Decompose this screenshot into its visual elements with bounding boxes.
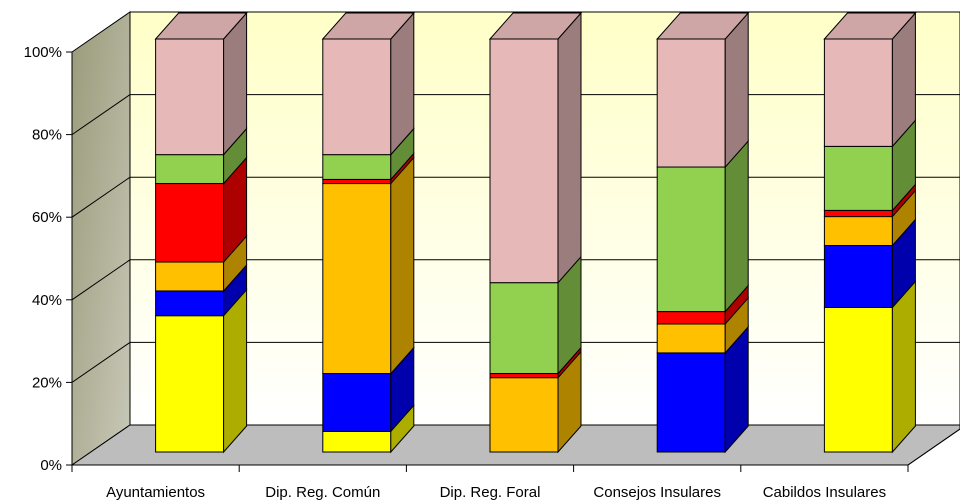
bar-front — [322, 154, 392, 180]
bar-side — [557, 11, 582, 284]
bar-side — [724, 139, 749, 313]
bar-segment — [322, 156, 415, 375]
bar-segment — [656, 325, 749, 454]
category-label: Ayuntamientos — [106, 484, 205, 501]
bar-front — [656, 311, 726, 325]
bar-segment — [155, 11, 248, 156]
bar-front — [489, 373, 559, 379]
bar-segment — [489, 255, 582, 375]
bar-segment — [489, 11, 582, 284]
bar-top — [488, 12, 583, 40]
bar-front — [489, 38, 559, 284]
bar-front — [823, 245, 893, 308]
bar-segment — [322, 404, 415, 454]
bar-stack — [823, 11, 917, 454]
bar-segment — [489, 346, 582, 379]
bars — [154, 11, 917, 454]
bar-stack — [656, 11, 750, 454]
y-tick-label: 0% — [40, 457, 62, 474]
bar-front — [656, 166, 726, 313]
bar-front — [823, 216, 893, 246]
y-tick-label: 20% — [32, 374, 62, 391]
bar-front — [823, 38, 893, 147]
category-label: Consejos Insulares — [593, 484, 721, 501]
bar-segment — [155, 234, 248, 293]
bar-side — [724, 11, 749, 169]
bar-segment — [322, 346, 415, 433]
bar-segment — [823, 189, 916, 247]
bar-front — [155, 183, 225, 263]
y-tick-label: 40% — [32, 292, 62, 309]
bar-stack — [321, 11, 415, 454]
bar-stack — [154, 11, 248, 454]
bar-front — [823, 306, 893, 453]
bar-front — [823, 209, 893, 218]
category-label: Cabildos Insulares — [763, 484, 886, 501]
bar-segment — [656, 139, 749, 313]
bar-top — [154, 12, 248, 40]
bar-front — [823, 145, 893, 211]
bar-front — [489, 282, 559, 375]
bar-front — [155, 290, 225, 317]
bar-front — [322, 373, 392, 432]
bar-segment — [823, 11, 916, 148]
bar-front — [155, 315, 225, 453]
bar-top — [823, 12, 917, 40]
y-tick-label: 80% — [32, 127, 62, 144]
bar-front — [656, 323, 726, 354]
bar-side — [390, 156, 415, 375]
bar-front — [489, 377, 559, 453]
bar-segment — [155, 127, 248, 185]
bar-front — [322, 430, 392, 453]
bar-segment — [155, 263, 248, 318]
y-tick-label: 60% — [32, 209, 62, 226]
side-wall — [71, 11, 131, 466]
bar-segment — [823, 280, 916, 454]
bar-segment — [656, 284, 749, 326]
category-axis: Ayuntamientos Dip. Reg. Común Dip. Reg. Fo… — [71, 428, 960, 501]
bar-top — [656, 12, 750, 40]
bar-segment — [322, 11, 415, 156]
y-tick-label: 100% — [24, 44, 62, 61]
bar-side — [891, 280, 916, 454]
category-label: Dip. Reg. Foral — [440, 484, 541, 501]
bar-front — [322, 38, 392, 156]
bar-front — [155, 261, 225, 292]
bar-front — [155, 38, 225, 156]
bar-front — [322, 178, 392, 185]
bar-segment — [656, 11, 749, 169]
bar-segment — [489, 350, 582, 454]
bar-segment — [155, 156, 248, 264]
bar-segment — [823, 119, 916, 212]
bar-segment — [155, 288, 248, 454]
bar-stack — [488, 11, 583, 454]
value-axis: 0% 20% 40% 60% 80% 100% — [24, 44, 73, 474]
bar-top — [321, 12, 415, 40]
bar-front — [155, 154, 225, 185]
bar-front — [322, 183, 392, 375]
bar-front — [656, 352, 726, 453]
x-axis-edge — [907, 428, 960, 466]
category-label: Dip. Reg. Común — [265, 484, 380, 501]
bar-side — [223, 288, 248, 454]
bar-front — [656, 38, 726, 168]
